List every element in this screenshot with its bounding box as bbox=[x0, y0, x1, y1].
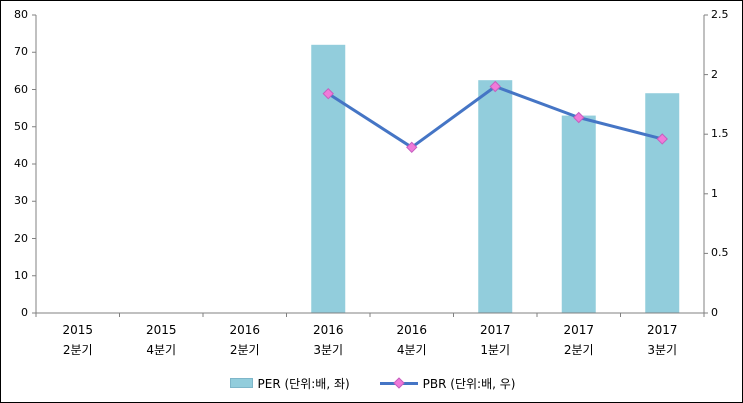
per-bar bbox=[561, 115, 596, 313]
x-label-quarter: 2분기 bbox=[563, 343, 594, 357]
x-label-quarter: 2분기 bbox=[62, 343, 93, 357]
right-axis-tick-label: 0.5 bbox=[711, 246, 729, 260]
left-axis-tick-label: 10 bbox=[14, 268, 28, 282]
x-axis-category-label: 2015 2분기 bbox=[62, 323, 93, 357]
pbr-marker bbox=[489, 80, 501, 93]
x-axis-category-label: 2016 3분기 bbox=[313, 323, 344, 357]
left-axis-tick-label: 50 bbox=[14, 119, 28, 133]
x-label-quarter: 2분기 bbox=[229, 343, 260, 357]
pbr-marker bbox=[656, 133, 668, 145]
x-label-year: 2016 bbox=[396, 323, 428, 337]
pbr-marker bbox=[322, 87, 334, 100]
x-label-quarter: 3분기 bbox=[313, 343, 344, 357]
pbr-diamond-marker-icon bbox=[393, 376, 405, 389]
left-axis-tick-label: 60 bbox=[14, 82, 28, 96]
right-axis-tick-label: 1 bbox=[711, 186, 718, 200]
per-legend-label: PER (단위:배, 좌) bbox=[257, 376, 350, 391]
x-label-quarter: 4분기 bbox=[146, 343, 177, 357]
x-label-year: 2015 bbox=[62, 323, 94, 337]
x-label-quarter: 4분기 bbox=[396, 343, 427, 357]
x-label-year: 2015 bbox=[145, 323, 177, 337]
pbr-line-marker-icon bbox=[379, 376, 418, 389]
pbr-marker bbox=[573, 111, 585, 124]
x-label-year: 2017 bbox=[563, 323, 595, 337]
left-axis-tick-label: 70 bbox=[14, 45, 28, 59]
left-axis-tick-label: 80 bbox=[14, 8, 28, 21]
legend-item-pbr: PBR (단위:배, 우) bbox=[379, 375, 516, 392]
x-label-year: 2016 bbox=[229, 323, 261, 337]
x-label-year: 2017 bbox=[479, 323, 511, 337]
per-bar-swatch-icon bbox=[229, 378, 253, 388]
chart-legend: PER (단위:배, 좌) PBR (단위:배, 우) bbox=[1, 372, 742, 394]
left-axis-tick-label: 40 bbox=[14, 157, 28, 170]
per-bar bbox=[311, 44, 346, 314]
left-axis-tick-label: 30 bbox=[14, 194, 28, 208]
x-axis-category-label: 2017 2분기 bbox=[563, 323, 594, 357]
pbr-marker bbox=[406, 141, 418, 154]
x-label-quarter: 1분기 bbox=[480, 343, 511, 357]
right-axis-tick-label: 0 bbox=[711, 306, 718, 319]
x-axis-category-label: 2017 1분기 bbox=[480, 323, 511, 357]
x-label-year: 2017 bbox=[646, 323, 678, 337]
right-axis-tick-label: 2.5 bbox=[711, 8, 729, 21]
x-label-year: 2016 bbox=[312, 323, 344, 337]
per-bar bbox=[645, 93, 680, 313]
left-axis-tick-label: 20 bbox=[14, 231, 28, 245]
x-label-quarter: 3분기 bbox=[647, 343, 678, 357]
left-axis-tick-label: 0 bbox=[21, 306, 28, 319]
pbr-legend-label: PBR (단위:배, 우) bbox=[422, 376, 516, 391]
right-axis-tick-label: 2 bbox=[711, 67, 718, 81]
x-axis-category-label: 2016 2분기 bbox=[229, 323, 260, 357]
x-axis-category-label: 2017 3분기 bbox=[647, 323, 678, 357]
right-axis-tick-label: 1.5 bbox=[711, 127, 729, 141]
per-bar bbox=[478, 80, 513, 313]
x-axis-category-label: 2016 4분기 bbox=[396, 323, 427, 357]
legend-item-per: PER (단위:배, 좌) bbox=[229, 375, 350, 392]
x-axis-category-label: 2015 4분기 bbox=[146, 323, 177, 357]
